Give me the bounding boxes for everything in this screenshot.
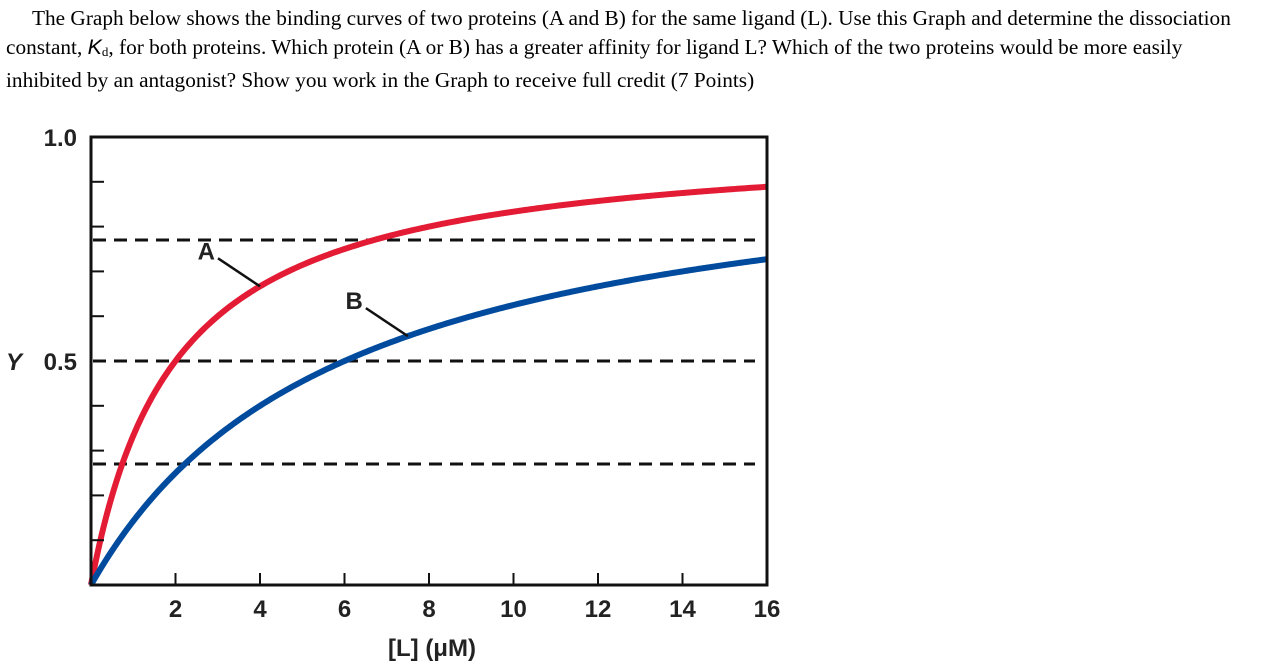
question-text: The Graph below shows the binding curves… <box>6 4 1258 95</box>
x-tick-label-16: 16 <box>754 596 781 623</box>
leader-line-b <box>365 307 409 338</box>
curve-label-b: B <box>346 288 363 315</box>
x-tick-label-12: 12 <box>585 596 612 623</box>
y-tick-label-1: 1.0 <box>44 125 77 152</box>
binding-curves <box>88 183 768 587</box>
x-axis-title: [L] (μM) <box>388 635 476 662</box>
reference-lines <box>93 238 755 466</box>
x-tick-label-8: 8 <box>422 596 435 623</box>
x-tick-label-10: 10 <box>500 596 527 623</box>
curve-a <box>88 183 768 586</box>
curve-b <box>88 256 768 587</box>
plot-frame <box>89 135 769 587</box>
question-part-2: , for both proteins. Which protein (A or… <box>6 35 1183 92</box>
y-axis-title: Y <box>6 349 24 376</box>
leader-line-a <box>217 257 261 288</box>
axis-labels: 2 4 6 8 10 12 14 16 1.0 0.5 Y [L] (μM) A B <box>6 125 780 662</box>
x-tick-label-14: 14 <box>669 596 696 623</box>
x-tick-label-2: 2 <box>169 596 182 623</box>
x-tick-label-6: 6 <box>338 596 351 623</box>
kd-symbol: K <box>87 35 102 59</box>
y-tick-label-0-5: 0.5 <box>44 349 77 376</box>
kd-subscript: d <box>101 44 109 59</box>
axis-ticks <box>91 180 768 585</box>
question-part-1: The Graph below shows the binding curves… <box>6 6 1231 59</box>
curve-label-a: A <box>198 238 215 265</box>
x-tick-label-4: 4 <box>253 596 267 623</box>
